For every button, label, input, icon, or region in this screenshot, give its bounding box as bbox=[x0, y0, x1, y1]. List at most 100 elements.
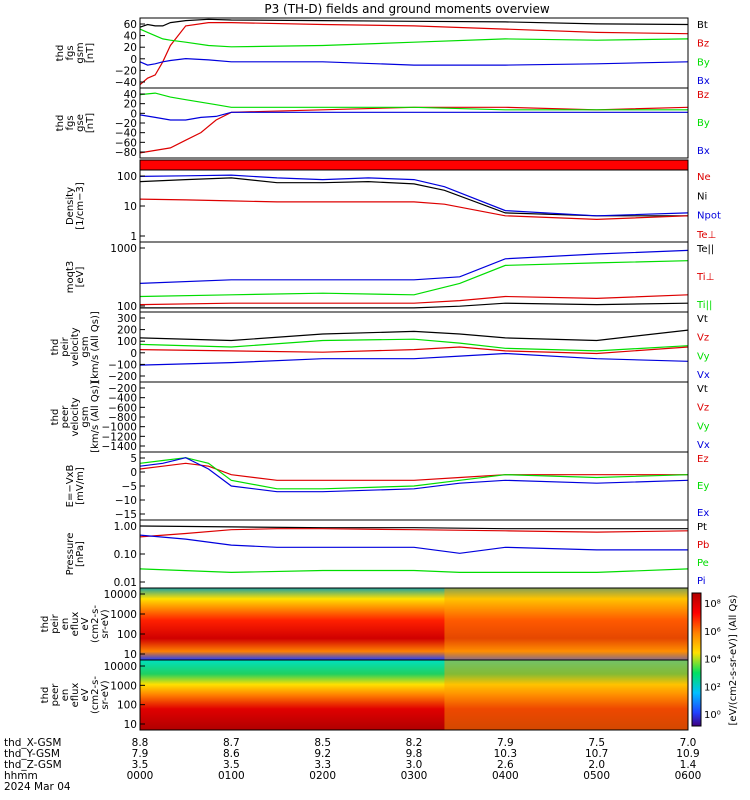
legend: Pt Pb Pe Pi bbox=[697, 522, 709, 587]
x-axis-value: 0300 bbox=[401, 770, 428, 782]
series-line-Pe bbox=[139, 568, 689, 574]
x-axis-row-label: thd_Y-GSM bbox=[4, 748, 60, 760]
legend-entry-Vz: Vz bbox=[697, 403, 709, 414]
legend-entry-Bx: Bx bbox=[697, 146, 710, 157]
heatmap-plasma-sheet-region bbox=[444, 660, 688, 730]
x-axis-value: 10.9 bbox=[676, 748, 699, 760]
y-tick-label: 0 bbox=[130, 108, 137, 120]
y-tick-label: 20 bbox=[124, 42, 137, 54]
legend: Vt Vz Vy Vx bbox=[697, 314, 710, 381]
series-line-Bz bbox=[139, 106, 689, 154]
y-ticks: 1000 100 bbox=[110, 243, 145, 313]
y-axis-label-line: thd bbox=[50, 409, 61, 426]
y-tick-label: 1000 bbox=[110, 609, 137, 621]
x-axis-value: 2.0 bbox=[588, 759, 605, 771]
legend-entry-Te||: Te|| bbox=[696, 244, 714, 255]
series-line-By bbox=[139, 28, 689, 48]
panel-frame bbox=[139, 169, 689, 243]
y-tick-label: 10 bbox=[124, 649, 137, 661]
panel-9: 10000 1000 100 10 thd peir en eflux eV (cm2-s-sr-… bbox=[40, 587, 689, 661]
y-tick-label: 0.01 bbox=[114, 577, 137, 589]
legend: Ne Ni Npot Te⊥ bbox=[696, 172, 721, 241]
legend-entry-Ti||: Ti|| bbox=[696, 300, 712, 311]
colorbar-tick-label: 10² bbox=[704, 682, 721, 693]
panel-8: 1.00 0.10 0.01 Pressure [nPa] Pt Pb Pe Pi bbox=[65, 519, 709, 589]
x-axis-value: 7.0 bbox=[680, 737, 697, 749]
y-axis-label-line: peer bbox=[60, 405, 71, 429]
legend-entry-Pb: Pb bbox=[697, 540, 709, 551]
series-line-Ni bbox=[139, 177, 688, 217]
y-axis-label: thd fgs gsm [nT] bbox=[55, 42, 96, 63]
x-axis-value: 0600 bbox=[675, 770, 702, 782]
y-ticks: −200−400−600−800−1000−1200−1400 bbox=[101, 383, 145, 453]
legend-entry-Vt: Vt bbox=[697, 384, 708, 395]
legend-entry-Vy: Vy bbox=[697, 421, 710, 432]
y-axis-label-line: (cm2-s- bbox=[90, 605, 101, 643]
series-line-Ey bbox=[139, 457, 689, 490]
y-tick-label: 10000 bbox=[104, 661, 137, 673]
y-tick-label: 100 bbox=[117, 700, 137, 712]
y-tick-label: 40 bbox=[124, 31, 137, 43]
y-axis-label-line: fgs bbox=[65, 45, 76, 60]
y-axis-label-line: [nPa] bbox=[75, 541, 86, 567]
y-axis-label-line: eV bbox=[80, 617, 91, 630]
series-line-By bbox=[139, 92, 688, 111]
y-tick-label: −1200 bbox=[101, 431, 137, 443]
y-axis-label-line: (cm2-s- bbox=[90, 676, 101, 714]
x-axis-value: 1.4 bbox=[680, 759, 697, 771]
y-axis-label: thd peer en eflux eV (cm2-s-sr-eV) bbox=[40, 676, 111, 714]
x-axis-value: 8.5 bbox=[314, 737, 331, 749]
panel-2 bbox=[139, 159, 689, 171]
y-axis-label-line: [eV] bbox=[75, 267, 86, 288]
y-tick-label: 300 bbox=[117, 313, 137, 325]
series-line-Te|| bbox=[139, 294, 689, 306]
x-axis-row-label: thd_Z-GSM bbox=[4, 759, 62, 771]
y-axis-label-line: velocity bbox=[70, 397, 81, 436]
panel-7: 5 0 −5 −10 −15 E=−VxB [mV/m] Ez Ey Ex bbox=[65, 451, 709, 521]
y-tick-label: 1.00 bbox=[114, 521, 137, 533]
y-axis-label-line: en bbox=[60, 689, 71, 702]
legend-entry-Te⊥: Te⊥ bbox=[696, 230, 716, 241]
colorbar-scale bbox=[691, 592, 702, 727]
legend: Bt Bz By Bx bbox=[697, 20, 710, 87]
y-axis-label: Pressure [nPa] bbox=[65, 533, 86, 576]
series-line-Ne bbox=[139, 198, 689, 221]
series-line-Bx bbox=[139, 111, 688, 121]
x-axis-row-label: thd_X-GSM bbox=[4, 737, 61, 749]
y-tick-label: 100 bbox=[117, 301, 137, 313]
panel-frame bbox=[139, 381, 689, 453]
y-axis-label-line: thd bbox=[40, 687, 51, 704]
panel-3: 100 10 1 Density [1/cm−3] Ne Ni Npot Te⊥ bbox=[65, 169, 721, 243]
y-axis-label: thd peer velocity gsm [km/s (All Qs)] bbox=[50, 381, 101, 453]
x-axis-value: 2.6 bbox=[497, 759, 514, 771]
legend-entry-By: By bbox=[697, 118, 710, 129]
x-axis-value: 0400 bbox=[492, 770, 519, 782]
x-axis-value: 0200 bbox=[309, 770, 336, 782]
legend-entry-Bz: Bz bbox=[697, 39, 709, 50]
panel-frame bbox=[139, 87, 689, 159]
y-tick-label: −5 bbox=[122, 481, 137, 493]
y-axis-label-line: eV bbox=[80, 688, 91, 701]
y-tick-label: 1 bbox=[130, 231, 137, 243]
legend-entry-Vt: Vt bbox=[697, 314, 708, 325]
series-line-Vt bbox=[139, 329, 689, 342]
y-axis-label-line: Density bbox=[65, 187, 76, 225]
legend-entry-Vx: Vx bbox=[697, 370, 710, 381]
y-axis-label-line: gsm bbox=[75, 42, 86, 63]
y-axis-label: Density [1/cm−3] bbox=[65, 182, 86, 230]
y-axis-label-line: [nT] bbox=[85, 113, 96, 133]
panel-4: 1000 100 moqt3 [eV] Te|| Ti⊥ Ti|| bbox=[65, 241, 714, 313]
legend-entry-Pe: Pe bbox=[697, 558, 709, 569]
legend-entry-Pi: Pi bbox=[697, 576, 706, 587]
y-axis-label-line: peir bbox=[50, 613, 61, 633]
y-tick-label: −200 bbox=[108, 383, 137, 395]
y-tick-label: −1000 bbox=[101, 422, 137, 434]
colorbar-label: [eV/(cm2-s-sr-eV)] (All Qs) bbox=[728, 594, 739, 725]
legend-entry-Ez: Ez bbox=[697, 454, 709, 465]
y-axis-label-line: peir bbox=[60, 336, 71, 356]
y-tick-label: 200 bbox=[117, 325, 137, 337]
